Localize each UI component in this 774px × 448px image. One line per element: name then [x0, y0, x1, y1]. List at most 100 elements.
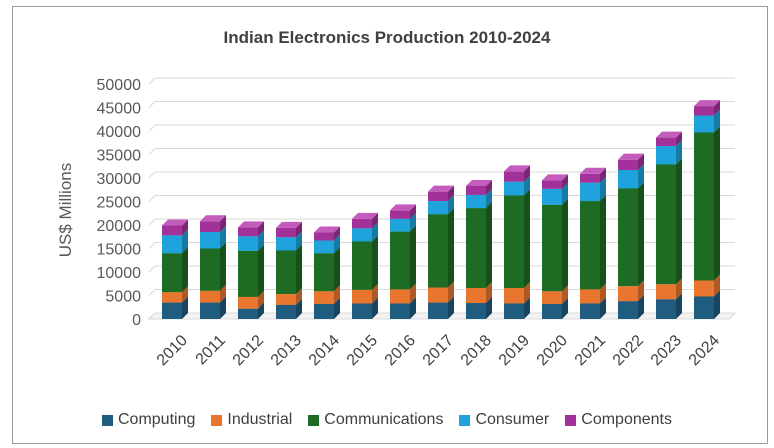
- gridline-side: [148, 101, 156, 108]
- bar-side: [258, 221, 264, 237]
- bar-industrial-2024: [694, 280, 714, 297]
- y-tick-label: 5000: [105, 289, 141, 306]
- bar-side: [372, 283, 378, 304]
- y-tick-label: 40000: [97, 124, 142, 141]
- bar-consumer-2014: [314, 240, 334, 254]
- x-tick-label: 2021: [572, 332, 609, 369]
- y-tick-label: 10000: [97, 265, 142, 282]
- legend-label: Consumer: [475, 411, 550, 428]
- legend-swatch: [308, 414, 320, 426]
- bar-top: [162, 219, 188, 226]
- bar-computing-2010: [162, 302, 182, 319]
- gridline-side: [148, 242, 156, 249]
- bar-consumer-2019: [504, 181, 524, 196]
- bar-computing-2015: [352, 303, 372, 319]
- bar-top: [238, 221, 264, 228]
- bar-side: [676, 158, 682, 285]
- bar-components-2022: [618, 159, 638, 171]
- bar-consumer-2012: [238, 236, 258, 251]
- bar-industrial-2021: [580, 289, 600, 304]
- bar-computing-2020: [542, 303, 562, 319]
- bar-side: [372, 222, 378, 242]
- bar-industrial-2011: [200, 290, 220, 303]
- bar-side: [486, 202, 492, 288]
- bar-top: [694, 100, 720, 107]
- bar-side: [372, 235, 378, 290]
- bar-side: [182, 296, 188, 319]
- bar-side: [562, 285, 568, 304]
- bar-side: [638, 164, 644, 189]
- y-tick-label: 45000: [97, 101, 142, 118]
- bar-side: [258, 302, 264, 319]
- bar-consumer-2018: [466, 194, 486, 209]
- legend-item-components: Components: [565, 411, 672, 429]
- legend-label: Computing: [118, 411, 196, 428]
- bar-computing-2019: [504, 303, 524, 319]
- bar-side: [334, 247, 340, 292]
- bar-computing-2018: [466, 303, 486, 319]
- x-tick-label: 2019: [496, 332, 533, 369]
- bar-components-2010: [162, 225, 182, 236]
- legend-swatch: [102, 414, 113, 426]
- bar-computing-2024: [694, 296, 714, 319]
- bar-consumer-2011: [200, 232, 220, 249]
- bar-components-2020: [542, 180, 562, 189]
- x-tick-label: 2011: [193, 332, 229, 368]
- y-tick-label: 20000: [97, 218, 142, 235]
- x-tick-label: 2012: [230, 332, 267, 369]
- bar-top: [504, 165, 530, 172]
- x-tick-label: 2016: [382, 332, 419, 369]
- legend-item-computing: Computing: [102, 411, 195, 429]
- bar-communications-2020: [542, 204, 562, 292]
- x-tick-label: 2023: [648, 332, 685, 369]
- bar-computing-2016: [390, 303, 410, 319]
- legend-item-industrial: Industrial: [211, 411, 292, 429]
- bar-consumer-2013: [276, 237, 296, 251]
- bar-side: [486, 297, 492, 319]
- legend-swatch: [211, 414, 223, 426]
- bar-communications-2024: [694, 132, 714, 281]
- y-tick-label: 50000: [97, 77, 142, 94]
- bar-side: [524, 189, 530, 288]
- gridline-side: [148, 218, 156, 226]
- bar-industrial-2010: [162, 292, 182, 303]
- bar-components-2012: [238, 227, 258, 237]
- bar-top: [314, 226, 340, 233]
- bar-communications-2017: [428, 214, 448, 288]
- bar-computing-2012: [238, 308, 258, 319]
- bar-side: [220, 296, 226, 319]
- bar-top: [580, 167, 606, 174]
- bar-side: [562, 198, 568, 292]
- bar-industrial-2017: [428, 287, 448, 303]
- bar-side: [296, 298, 302, 319]
- bar-side: [714, 290, 720, 319]
- bar-side: [220, 226, 226, 249]
- gridline-side: [148, 124, 156, 132]
- bar-side: [296, 231, 302, 251]
- gridline-side: [148, 195, 156, 202]
- bar-industrial-2013: [276, 294, 296, 305]
- legend-swatch: [459, 414, 471, 426]
- bar-side: [524, 297, 530, 319]
- bar-side: [638, 153, 644, 171]
- x-tick-label: 2015: [344, 332, 381, 369]
- bar-side: [448, 185, 454, 202]
- bar-side: [258, 230, 264, 251]
- bar-components-2015: [352, 218, 372, 229]
- bar-communications-2015: [352, 241, 372, 290]
- chart-title: Indian Electronics Production 2010-2024: [223, 28, 551, 47]
- bar-side: [258, 244, 264, 297]
- bar-side: [448, 281, 454, 303]
- bar-side: [448, 208, 454, 288]
- bar-communications-2012: [238, 250, 258, 297]
- x-tick-label: 2020: [534, 332, 571, 369]
- bar-computing-2022: [618, 301, 638, 319]
- bar-side: [676, 278, 682, 300]
- legend-label: Communications: [324, 411, 444, 428]
- bar-side: [600, 283, 606, 304]
- bar-side: [182, 229, 188, 254]
- x-tick-label: 2022: [610, 332, 647, 369]
- bar-side: [524, 165, 530, 182]
- bar-components-2024: [694, 106, 714, 116]
